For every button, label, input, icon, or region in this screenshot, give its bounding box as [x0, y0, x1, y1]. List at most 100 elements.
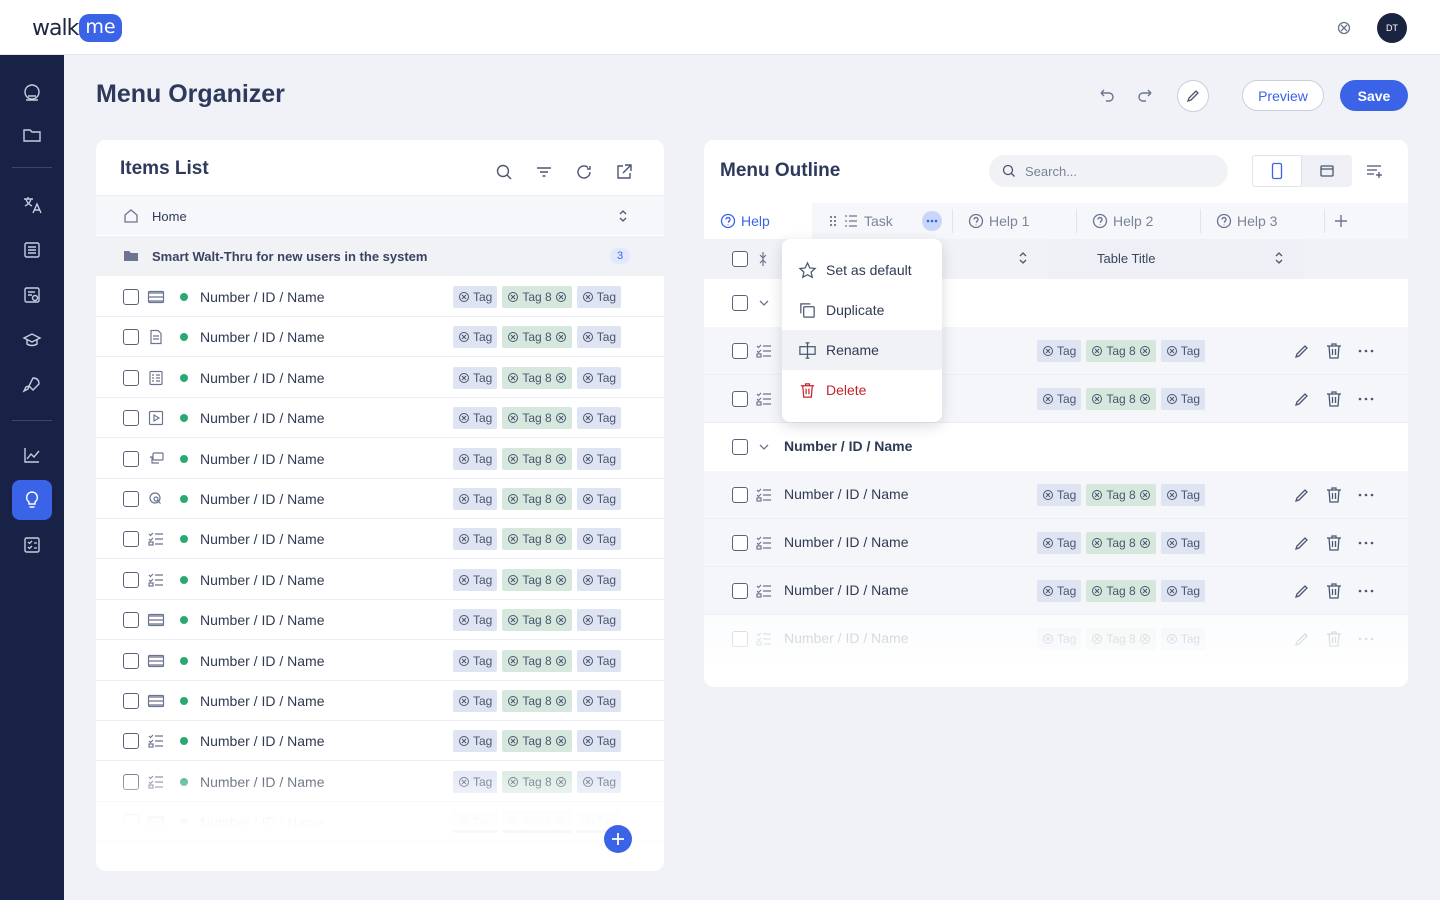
tag-chip[interactable]: Tag	[453, 649, 498, 672]
tag-chip[interactable]: Tag 8	[502, 568, 572, 591]
sidebar-item-insights[interactable]	[12, 435, 52, 475]
external-link-icon[interactable]	[614, 162, 634, 182]
list-item[interactable]: Number / ID / Name Tag Tag 8 Tag	[96, 479, 664, 519]
tag-chip[interactable]: Tag 8	[502, 649, 572, 672]
tag-chip[interactable]: Tag	[1037, 628, 1082, 650]
more-horizontal-icon[interactable]	[1357, 630, 1375, 648]
tag-chip[interactable]: Tag	[1160, 532, 1206, 554]
tag-chip[interactable]: Tag	[1160, 484, 1206, 506]
tag-chip[interactable]: Tag	[1037, 484, 1082, 506]
sidebar-item-list[interactable]	[12, 230, 52, 270]
tag-chip[interactable]: Tag 8	[502, 690, 572, 712]
filter-icon[interactable]	[534, 162, 554, 182]
tag-chip[interactable]: Tag	[453, 528, 498, 551]
tag-chip[interactable]: Tag	[453, 366, 498, 389]
tag-chip[interactable]: Tag	[1160, 388, 1206, 410]
list-item[interactable]: Number / ID / Name Tag Tag 8 Tag	[96, 439, 664, 479]
sidebar-item-training[interactable]	[12, 320, 52, 360]
walkme-logo[interactable]: walk me	[32, 11, 122, 45]
sidebar-item-dashboard[interactable]	[12, 73, 52, 113]
tag-chip[interactable]: Tag 8	[502, 609, 572, 632]
pencil-icon[interactable]	[1293, 630, 1311, 648]
sidebar-item-ideas[interactable]	[12, 480, 52, 520]
tag-chip[interactable]: Tag 8	[502, 447, 572, 470]
tag-chip[interactable]: Tag	[453, 488, 498, 510]
list-item[interactable]: Number / ID / Name Tag Tag 8 Tag	[96, 600, 664, 641]
chevron-down-icon[interactable]	[758, 441, 770, 453]
row-checkbox[interactable]	[732, 343, 748, 359]
row-checkbox[interactable]	[732, 295, 748, 311]
tag-chip[interactable]: Tag	[576, 770, 622, 793]
tag-chip[interactable]: Tag	[1160, 340, 1206, 362]
redo-button[interactable]	[1131, 80, 1161, 111]
tag-chip[interactable]: Tag	[576, 649, 622, 672]
row-checkbox[interactable]	[732, 535, 748, 551]
tag-chip[interactable]: Tag	[453, 770, 498, 793]
tag-chip[interactable]: Tag	[453, 407, 498, 430]
tab-task[interactable]: Task	[828, 203, 948, 239]
tab-more-button[interactable]	[922, 211, 942, 231]
list-item[interactable]: Number / ID / Name Tag Tag 8 Tag	[96, 802, 664, 843]
tab-help-1[interactable]: Help 1	[968, 203, 1029, 239]
tag-chip[interactable]: Tag	[576, 568, 622, 591]
outline-row[interactable]: Number / ID / Name Tag Tag 8 Tag	[704, 471, 1408, 519]
tag-chip[interactable]: Tag	[576, 366, 622, 389]
row-checkbox[interactable]	[123, 289, 139, 305]
pencil-icon[interactable]	[1293, 582, 1311, 600]
tag-chip[interactable]: Tag	[453, 609, 498, 632]
tag-chip[interactable]: Tag 8	[1086, 340, 1156, 362]
row-checkbox[interactable]	[732, 583, 748, 599]
trash-icon[interactable]	[1325, 342, 1343, 360]
mobile-view-toggle[interactable]	[1252, 155, 1302, 187]
tag-chip[interactable]: Tag	[576, 407, 622, 430]
tag-chip[interactable]: Tag 8	[1086, 628, 1156, 650]
avatar[interactable]: DT	[1377, 13, 1407, 43]
outline-group-row[interactable]: Number / ID / Name	[704, 423, 1408, 471]
trash-icon[interactable]	[1325, 486, 1343, 504]
drag-handle-icon[interactable]	[828, 214, 838, 228]
list-item[interactable]: Number / ID / Name Tag Tag 8 Tag	[96, 681, 664, 721]
sidebar-item-segments[interactable]	[12, 275, 52, 315]
pencil-icon[interactable]	[1293, 486, 1311, 504]
trash-icon[interactable]	[1325, 630, 1343, 648]
tag-chip[interactable]: Tag	[1037, 580, 1082, 602]
sort-icon[interactable]	[1018, 251, 1028, 265]
preview-button[interactable]: Preview	[1242, 80, 1324, 111]
more-horizontal-icon[interactable]	[1357, 342, 1375, 360]
more-horizontal-icon[interactable]	[1357, 486, 1375, 504]
home-row[interactable]: Home	[96, 195, 664, 235]
tag-chip[interactable]: Tag 8	[502, 488, 572, 510]
outline-row[interactable]: Number / ID / Name Tag Tag 8 Tag	[704, 567, 1408, 615]
tag-chip[interactable]: Tag	[1037, 532, 1082, 554]
sidebar-item-content[interactable]	[12, 115, 52, 155]
edit-button[interactable]	[1177, 79, 1209, 112]
more-horizontal-icon[interactable]	[1357, 390, 1375, 408]
row-checkbox[interactable]	[123, 369, 139, 386]
tag-chip[interactable]: Tag 8	[502, 366, 572, 389]
search-icon[interactable]	[494, 162, 514, 182]
row-checkbox[interactable]	[123, 571, 139, 588]
sidebar-item-checklist[interactable]	[12, 525, 52, 565]
tag-chip[interactable]: Tag	[1037, 388, 1082, 410]
select-all-checkbox[interactable]	[732, 251, 748, 267]
tag-chip[interactable]: Tag	[453, 568, 498, 591]
undo-button[interactable]	[1091, 80, 1121, 111]
tag-chip[interactable]: Tag	[453, 447, 498, 470]
row-checkbox[interactable]	[123, 773, 139, 790]
tag-chip[interactable]: Tag	[576, 609, 622, 632]
list-item[interactable]: Number / ID / Name Tag Tag 8 Tag	[96, 641, 664, 681]
tag-chip[interactable]: Tag	[453, 286, 498, 308]
tag-chip[interactable]: Tag 8	[1086, 388, 1156, 410]
list-item[interactable]: Number / ID / Name Tag Tag 8 Tag	[96, 277, 664, 317]
tag-chip[interactable]: Tag	[576, 488, 622, 510]
list-item[interactable]: Number / ID / Name Tag Tag 8 Tag	[96, 519, 664, 560]
tag-chip[interactable]: Tag	[453, 690, 498, 712]
list-item[interactable]: Number / ID / Name Tag Tag 8 Tag	[96, 358, 664, 398]
collapse-all-icon[interactable]	[758, 251, 768, 267]
sort-icon[interactable]	[1274, 251, 1284, 265]
row-checkbox[interactable]	[123, 733, 139, 750]
trash-icon[interactable]	[1325, 534, 1343, 552]
tag-chip[interactable]: Tag 8	[1086, 532, 1156, 554]
row-checkbox[interactable]	[123, 531, 139, 548]
tag-chip[interactable]: Tag 8	[502, 326, 572, 349]
